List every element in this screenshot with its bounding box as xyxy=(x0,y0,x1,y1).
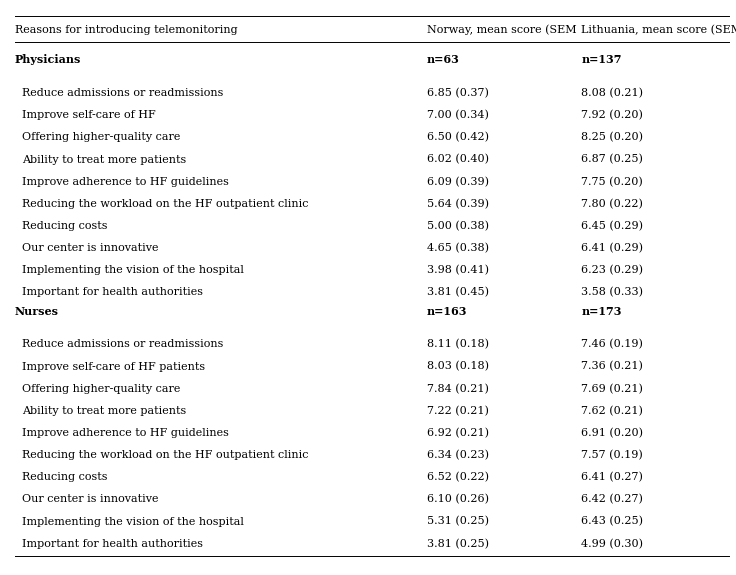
Text: 6.42 (0.27): 6.42 (0.27) xyxy=(581,494,643,504)
Text: Implementing the vision of the hospital: Implementing the vision of the hospital xyxy=(22,265,244,275)
Text: 7.69 (0.21): 7.69 (0.21) xyxy=(581,384,643,394)
Text: 7.00 (0.34): 7.00 (0.34) xyxy=(427,110,489,121)
Text: 6.41 (0.27): 6.41 (0.27) xyxy=(581,472,643,482)
Text: 6.85 (0.37): 6.85 (0.37) xyxy=(427,88,489,98)
Text: 7.62 (0.21): 7.62 (0.21) xyxy=(581,406,643,416)
Text: Offering higher-quality care: Offering higher-quality care xyxy=(22,132,180,143)
Text: 6.45 (0.29): 6.45 (0.29) xyxy=(581,221,643,231)
Text: 4.99 (0.30): 4.99 (0.30) xyxy=(581,539,643,549)
Text: Reasons for introducing telemonitoring: Reasons for introducing telemonitoring xyxy=(15,25,237,35)
Text: Reducing the workload on the HF outpatient clinic: Reducing the workload on the HF outpatie… xyxy=(22,199,308,209)
Text: 6.87 (0.25): 6.87 (0.25) xyxy=(581,155,643,165)
Text: 8.11 (0.18): 8.11 (0.18) xyxy=(427,339,489,350)
Text: 8.08 (0.21): 8.08 (0.21) xyxy=(581,88,643,98)
Text: Important for health authorities: Important for health authorities xyxy=(22,539,203,549)
Text: Our center is innovative: Our center is innovative xyxy=(22,494,158,504)
Text: 3.81 (0.25): 3.81 (0.25) xyxy=(427,539,489,549)
Text: 6.91 (0.20): 6.91 (0.20) xyxy=(581,428,643,438)
Text: n=137: n=137 xyxy=(581,55,622,66)
Text: 6.34 (0.23): 6.34 (0.23) xyxy=(427,450,489,460)
Text: 5.64 (0.39): 5.64 (0.39) xyxy=(427,199,489,209)
Text: 7.46 (0.19): 7.46 (0.19) xyxy=(581,339,643,350)
Text: n=173: n=173 xyxy=(581,306,622,317)
Text: 3.98 (0.41): 3.98 (0.41) xyxy=(427,265,489,275)
Text: Improve adherence to HF guidelines: Improve adherence to HF guidelines xyxy=(22,428,229,438)
Text: Reduce admissions or readmissions: Reduce admissions or readmissions xyxy=(22,339,224,350)
Text: 6.41 (0.29): 6.41 (0.29) xyxy=(581,243,643,254)
Text: Important for health authorities: Important for health authorities xyxy=(22,288,203,297)
Text: Reducing the workload on the HF outpatient clinic: Reducing the workload on the HF outpatie… xyxy=(22,450,308,460)
Text: 7.75 (0.20): 7.75 (0.20) xyxy=(581,177,643,187)
Text: Physicians: Physicians xyxy=(15,55,81,66)
Text: Nurses: Nurses xyxy=(15,306,59,317)
Text: Lithuania, mean score (SEM): Lithuania, mean score (SEM) xyxy=(581,25,736,35)
Text: Reducing costs: Reducing costs xyxy=(22,221,107,231)
Text: 7.84 (0.21): 7.84 (0.21) xyxy=(427,384,489,394)
Text: 8.03 (0.18): 8.03 (0.18) xyxy=(427,362,489,371)
Text: 8.25 (0.20): 8.25 (0.20) xyxy=(581,132,643,143)
Text: Improve adherence to HF guidelines: Improve adherence to HF guidelines xyxy=(22,177,229,187)
Text: 5.00 (0.38): 5.00 (0.38) xyxy=(427,221,489,231)
Text: 6.10 (0.26): 6.10 (0.26) xyxy=(427,494,489,504)
Text: Ability to treat more patients: Ability to treat more patients xyxy=(22,406,186,416)
Text: 7.92 (0.20): 7.92 (0.20) xyxy=(581,110,643,121)
Text: 7.22 (0.21): 7.22 (0.21) xyxy=(427,406,489,416)
Text: Offering higher-quality care: Offering higher-quality care xyxy=(22,384,180,394)
Text: 4.65 (0.38): 4.65 (0.38) xyxy=(427,243,489,254)
Text: 6.92 (0.21): 6.92 (0.21) xyxy=(427,428,489,438)
Text: n=163: n=163 xyxy=(427,306,467,317)
Text: 6.50 (0.42): 6.50 (0.42) xyxy=(427,132,489,143)
Text: 6.43 (0.25): 6.43 (0.25) xyxy=(581,516,643,527)
Text: 6.02 (0.40): 6.02 (0.40) xyxy=(427,155,489,165)
Text: n=63: n=63 xyxy=(427,55,460,66)
Text: Norway, mean score (SEM: Norway, mean score (SEM xyxy=(427,25,576,36)
Text: Implementing the vision of the hospital: Implementing the vision of the hospital xyxy=(22,516,244,527)
Text: 6.52 (0.22): 6.52 (0.22) xyxy=(427,472,489,482)
Text: 5.31 (0.25): 5.31 (0.25) xyxy=(427,516,489,527)
Text: 3.58 (0.33): 3.58 (0.33) xyxy=(581,288,643,298)
Text: 3.81 (0.45): 3.81 (0.45) xyxy=(427,288,489,298)
Text: Ability to treat more patients: Ability to treat more patients xyxy=(22,155,186,164)
Text: Improve self-care of HF patients: Improve self-care of HF patients xyxy=(22,362,205,371)
Text: 6.23 (0.29): 6.23 (0.29) xyxy=(581,265,643,275)
Text: 7.57 (0.19): 7.57 (0.19) xyxy=(581,450,643,460)
Text: 6.09 (0.39): 6.09 (0.39) xyxy=(427,177,489,187)
Text: Our center is innovative: Our center is innovative xyxy=(22,243,158,253)
Text: Reduce admissions or readmissions: Reduce admissions or readmissions xyxy=(22,88,224,98)
Text: Improve self-care of HF: Improve self-care of HF xyxy=(22,110,156,120)
Text: 7.36 (0.21): 7.36 (0.21) xyxy=(581,362,643,371)
Text: 7.80 (0.22): 7.80 (0.22) xyxy=(581,199,643,209)
Text: Reducing costs: Reducing costs xyxy=(22,472,107,482)
